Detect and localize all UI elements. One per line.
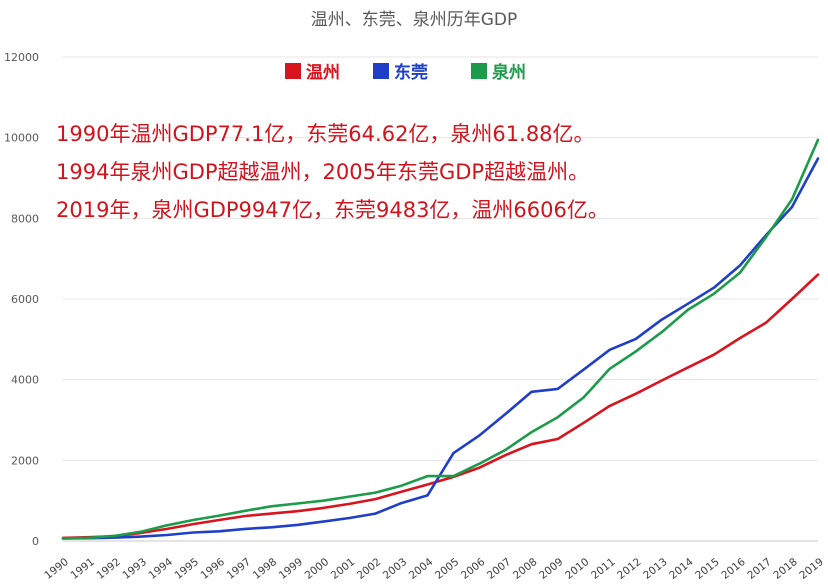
x-tick-label: 1997	[225, 556, 253, 582]
x-tick-label: 1993	[120, 556, 148, 582]
annotations: 1990年温州GDP77.1亿，东莞64.62亿，泉州61.88亿。 1994年…	[56, 122, 609, 222]
x-tick-label: 2016	[719, 556, 748, 582]
x-tick-label: 1999	[277, 556, 305, 582]
series-lines	[61, 138, 820, 540]
y-tick-label: 4000	[11, 374, 39, 387]
x-tick-label: 1994	[147, 556, 176, 582]
x-tick-label: 2018	[771, 556, 799, 582]
y-tick-label: 6000	[11, 293, 39, 306]
legend-swatch	[285, 63, 301, 79]
annotation-2019: 2019年，泉州GDP9947亿，东莞9483亿，温州6606亿。	[56, 198, 609, 222]
x-axis-ticks: 1990199119921993199419951996199719981999…	[42, 556, 825, 582]
x-tick-label: 2011	[589, 556, 617, 582]
series-line-1	[61, 157, 820, 540]
x-tick-label: 2001	[329, 556, 357, 582]
x-tick-label: 2014	[667, 556, 696, 582]
x-tick-label: 2013	[641, 556, 669, 582]
x-tick-label: 1996	[199, 556, 228, 582]
legend-label: 东莞	[394, 62, 428, 83]
y-tick-label: 10000	[4, 132, 39, 145]
legend: 温州 东莞 泉州	[285, 62, 526, 83]
x-tick-label: 2010	[563, 556, 591, 582]
x-tick-label: 2009	[537, 556, 565, 582]
x-tick-label: 1995	[173, 556, 201, 582]
legend-label: 泉州	[491, 62, 526, 83]
x-tick-label: 2000	[303, 556, 331, 582]
legend-item-0: 温州	[285, 63, 340, 83]
x-tick-label: 2006	[459, 556, 488, 582]
x-tick-label: 2015	[693, 556, 721, 582]
series-line-2	[61, 138, 820, 540]
x-tick-label: 2008	[511, 556, 539, 582]
legend-swatch	[471, 63, 487, 79]
y-axis-ticks: 0 2000 4000 6000 8000 10000 12000	[4, 51, 39, 548]
y-tick-label: 2000	[11, 454, 39, 467]
legend-swatch	[373, 63, 389, 79]
legend-item-1: 东莞	[373, 62, 428, 83]
x-tick-label: 1998	[251, 556, 279, 582]
series-line-0	[61, 273, 820, 540]
annotation-1990: 1990年温州GDP77.1亿，东莞64.62亿，泉州61.88亿。	[56, 122, 595, 146]
x-tick-label: 2004	[407, 556, 436, 582]
x-tick-label: 2002	[355, 556, 383, 582]
gridlines	[63, 56, 818, 542]
x-tick-label: 1991	[68, 556, 96, 582]
legend-label: 温州	[306, 63, 340, 83]
x-tick-label: 2012	[615, 556, 643, 582]
x-tick-label: 1992	[94, 556, 122, 582]
y-tick-label: 8000	[11, 212, 39, 225]
x-tick-label: 2003	[381, 556, 409, 582]
x-tick-label: 2007	[485, 556, 513, 582]
x-tick-label: 2005	[433, 556, 461, 582]
x-tick-label: 2019	[797, 556, 825, 582]
y-tick-label: 0	[32, 535, 39, 548]
annotation-1994-2005: 1994年泉州GDP超越温州，2005年东莞GDP超越温州。	[56, 160, 589, 184]
chart-title: 温州、东莞、泉州历年GDP	[311, 10, 518, 30]
y-tick-label: 12000	[4, 51, 39, 64]
x-tick-label: 1990	[42, 556, 70, 582]
legend-item-2: 泉州	[471, 62, 526, 83]
x-tick-label: 2017	[745, 556, 773, 582]
